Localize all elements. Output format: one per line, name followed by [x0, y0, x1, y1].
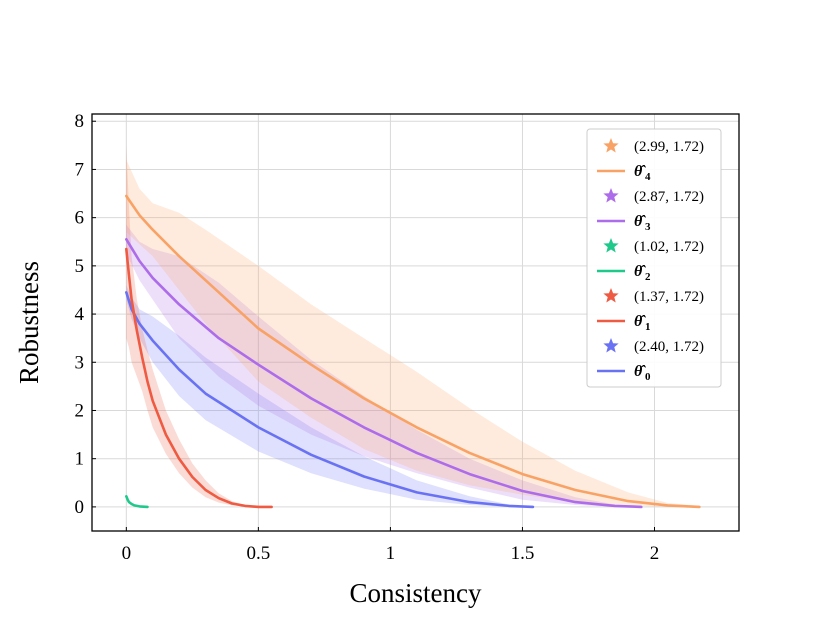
y-axis-label: Robustness — [14, 261, 44, 384]
legend-series-subscript: 0 — [645, 371, 651, 383]
axis-ticks: 0 0.5 1 1.5 2 0 1 2 3 4 5 6 7 8 — [75, 111, 660, 564]
line-theta-1 — [125, 247, 273, 509]
legend-series-subscript: 4 — [645, 171, 651, 183]
legend-star-0 — [603, 338, 619, 353]
x-tick-label: 0 — [122, 543, 132, 564]
legend-series-subscript: 1 — [645, 321, 651, 333]
legend: (2.99, 1.72)θ̂ 4(2.87, 1.72)θ̂ 3(1.02, 1.7… — [586, 128, 722, 388]
legend-star-2 — [603, 238, 619, 253]
y-tick-label: 2 — [75, 400, 85, 421]
line-theta-2 — [125, 494, 149, 509]
legend-star-1 — [603, 288, 619, 303]
legend-star-label: (2.40, 1.72) — [634, 339, 704, 355]
legend-star-label: (1.37, 1.72) — [634, 289, 704, 305]
plot-frame — [91, 113, 740, 532]
y-tick-label: 8 — [75, 111, 85, 132]
band-3 — [126, 224, 642, 507]
legend-series-subscript: 3 — [645, 221, 651, 233]
line-theta-0 — [125, 291, 535, 509]
legend-star-label: (1.02, 1.72) — [634, 239, 704, 255]
x-tick-label: 0.5 — [246, 543, 270, 564]
x-tick-label: 2 — [650, 543, 660, 564]
y-tick-label: 5 — [75, 256, 85, 277]
legend-star-label: (2.99, 1.72) — [634, 139, 704, 155]
x-tick-label: 1 — [386, 543, 396, 564]
band-1 — [126, 145, 272, 507]
line-theta-4 — [125, 194, 701, 509]
legend-star-label: (2.87, 1.72) — [634, 189, 704, 205]
x-tick-label: 1.5 — [511, 543, 535, 564]
line-theta-3 — [125, 238, 643, 509]
y-tick-label: 6 — [75, 208, 85, 229]
series-lines — [125, 194, 701, 509]
band-4 — [126, 159, 700, 507]
legend-box — [586, 128, 722, 388]
y-tick-label: 4 — [75, 304, 85, 325]
legend-series-subscript: 2 — [645, 271, 651, 283]
y-tick-label: 0 — [75, 497, 85, 518]
y-tick-label: 7 — [75, 159, 85, 180]
legend-star-4 — [603, 138, 619, 153]
x-axis-label: Consistency — [350, 578, 482, 608]
legend-star-3 — [603, 188, 619, 203]
y-tick-label: 1 — [75, 449, 85, 470]
y-tick-label: 3 — [75, 352, 85, 373]
